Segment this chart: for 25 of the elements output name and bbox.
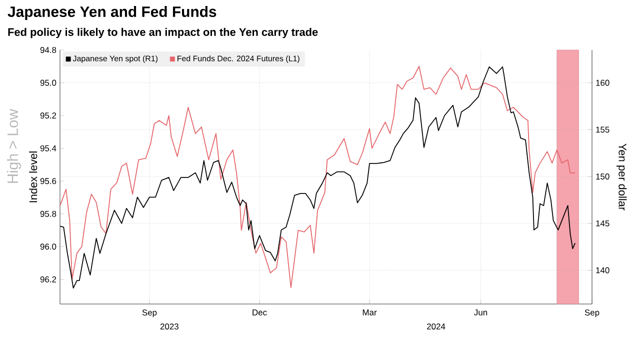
y2-axis-title: Yen per dollar bbox=[616, 144, 627, 210]
y-tick-label: 95.0 bbox=[40, 80, 56, 86]
x-tick-label: Mar bbox=[362, 310, 377, 316]
y2-tick-label: 155 bbox=[596, 126, 610, 133]
y2-tick-label: 160 bbox=[596, 80, 610, 86]
y-tick-label: 95.4 bbox=[40, 145, 56, 152]
y2-tick-label: 140 bbox=[596, 267, 610, 274]
y2-tick-label: 150 bbox=[596, 174, 610, 180]
x-tick-label: Sep bbox=[584, 310, 600, 318]
text: High > Low bbox=[7, 108, 21, 183]
x-tick-label: Dec bbox=[252, 310, 267, 316]
y-tick-label: 95.2 bbox=[40, 112, 56, 119]
y-tick-label: 96.2 bbox=[40, 276, 56, 282]
x-tick-label: Sep bbox=[142, 310, 157, 318]
x-tick-label: Jun bbox=[474, 310, 488, 316]
text: 2023 bbox=[160, 323, 178, 330]
y-tick-label: 95.8 bbox=[40, 210, 56, 217]
y-axis-title: Index level bbox=[29, 152, 38, 202]
chart-title: Japanese Yen and Fed Funds bbox=[8, 6, 216, 20]
y-tick-label: 95.6 bbox=[40, 178, 56, 184]
text: 2024 bbox=[427, 323, 446, 330]
y2-tick-label: 145 bbox=[596, 220, 610, 226]
y-tick-label: 96.0 bbox=[40, 244, 56, 250]
chart-subtitle: Fed policy is likely to have an impact on the Yen carry trade bbox=[8, 28, 318, 38]
y-tick-label: 94.8 bbox=[40, 47, 56, 53]
